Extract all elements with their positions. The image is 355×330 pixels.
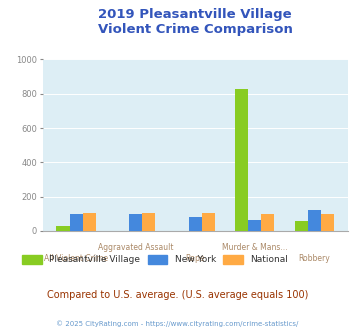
Text: © 2025 CityRating.com - https://www.cityrating.com/crime-statistics/: © 2025 CityRating.com - https://www.city… xyxy=(56,320,299,327)
Text: Aggravated Assault: Aggravated Assault xyxy=(98,243,174,252)
Text: Murder & Mans...: Murder & Mans... xyxy=(222,243,288,252)
Text: 2019 Pleasantville Village: 2019 Pleasantville Village xyxy=(98,8,292,21)
Bar xyxy=(83,213,96,231)
Bar xyxy=(261,214,274,231)
Bar xyxy=(56,226,70,231)
Bar xyxy=(142,213,155,231)
Bar xyxy=(308,211,321,231)
Legend: Pleasantville Village, New York, National: Pleasantville Village, New York, Nationa… xyxy=(22,255,288,264)
Bar xyxy=(321,214,334,231)
Bar xyxy=(189,217,202,231)
Bar xyxy=(129,214,142,231)
Text: All Violent Crime: All Violent Crime xyxy=(44,254,108,263)
Text: Violent Crime Comparison: Violent Crime Comparison xyxy=(98,23,293,36)
Text: Compared to U.S. average. (U.S. average equals 100): Compared to U.S. average. (U.S. average … xyxy=(47,290,308,300)
Bar xyxy=(295,221,308,231)
Bar xyxy=(202,213,215,231)
Text: Robbery: Robbery xyxy=(299,254,330,263)
Bar xyxy=(70,214,83,231)
Bar xyxy=(235,89,248,231)
Bar xyxy=(248,220,261,231)
Text: Rape: Rape xyxy=(186,254,205,263)
